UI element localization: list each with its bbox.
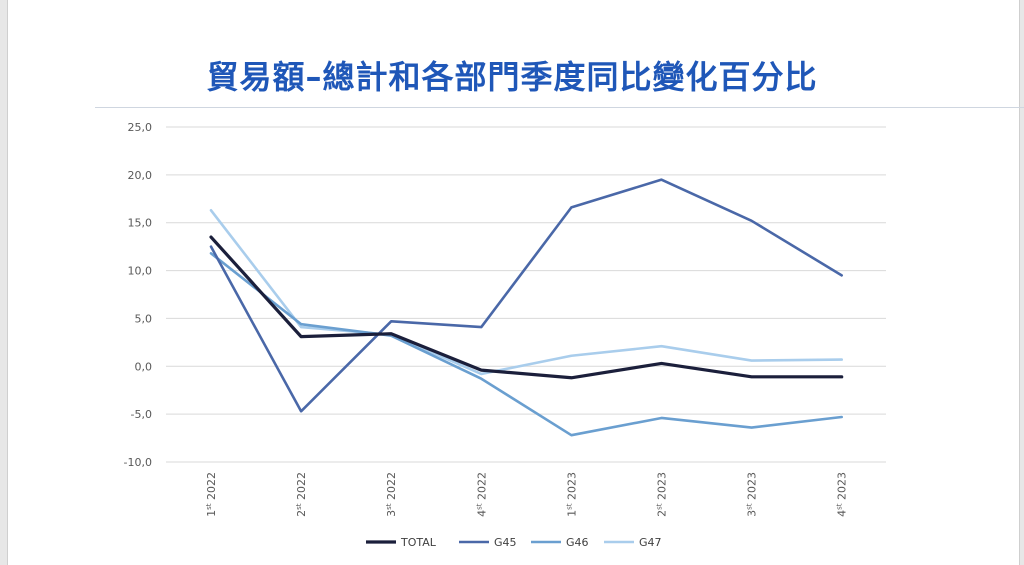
legend-label-g45: G45 xyxy=(494,536,517,549)
series-line-g45 xyxy=(209,178,844,413)
x-tick-label: 4st 2023 xyxy=(836,472,849,517)
x-tick-label: 2st 2023 xyxy=(656,472,669,517)
y-tick-label: -5,0 xyxy=(131,408,152,421)
legend-label-total: TOTAL xyxy=(400,536,437,549)
x-tick-label: 1st 2022 xyxy=(205,472,218,517)
title-divider xyxy=(95,107,1024,108)
legend-label-g46: G46 xyxy=(566,536,589,549)
chart-title: 貿易額–總計和各部門季度同比變化百分比 xyxy=(206,58,818,96)
x-tick-label: 4st 2022 xyxy=(475,472,488,517)
series-line-total xyxy=(209,235,844,380)
x-tick-label: 3st 2023 xyxy=(746,472,759,517)
window-frame-right xyxy=(1019,0,1024,565)
series-line-g46 xyxy=(209,252,844,437)
series-lines xyxy=(209,178,844,437)
y-tick-label: 25,0 xyxy=(128,121,153,134)
x-tick-label: 1st 2023 xyxy=(565,472,578,517)
y-tick-label: 0,0 xyxy=(135,360,153,373)
series-line-g47 xyxy=(209,208,844,376)
window-frame-left xyxy=(0,0,8,565)
y-tick-label: 20,0 xyxy=(128,169,153,182)
legend-label-g47: G47 xyxy=(639,536,662,549)
x-axis-tick-labels: 1st 2022 2st 2022 3st 2022 4st 2022 1st 2023… xyxy=(205,472,849,517)
y-axis-tick-labels: 25,0 20,0 15,0 10,0 5,0 0,0 -5,0 -10,0 xyxy=(124,121,152,469)
x-tick-label: 3st 2022 xyxy=(385,472,398,517)
x-tick-label: 2st 2022 xyxy=(295,472,308,517)
y-tick-label: -10,0 xyxy=(124,456,152,469)
gridlines xyxy=(166,126,886,463)
y-tick-label: 15,0 xyxy=(128,217,153,230)
y-tick-label: 5,0 xyxy=(135,312,153,325)
y-tick-label: 10,0 xyxy=(128,265,153,278)
legend: TOTAL G45 G46 G47 xyxy=(366,536,662,549)
